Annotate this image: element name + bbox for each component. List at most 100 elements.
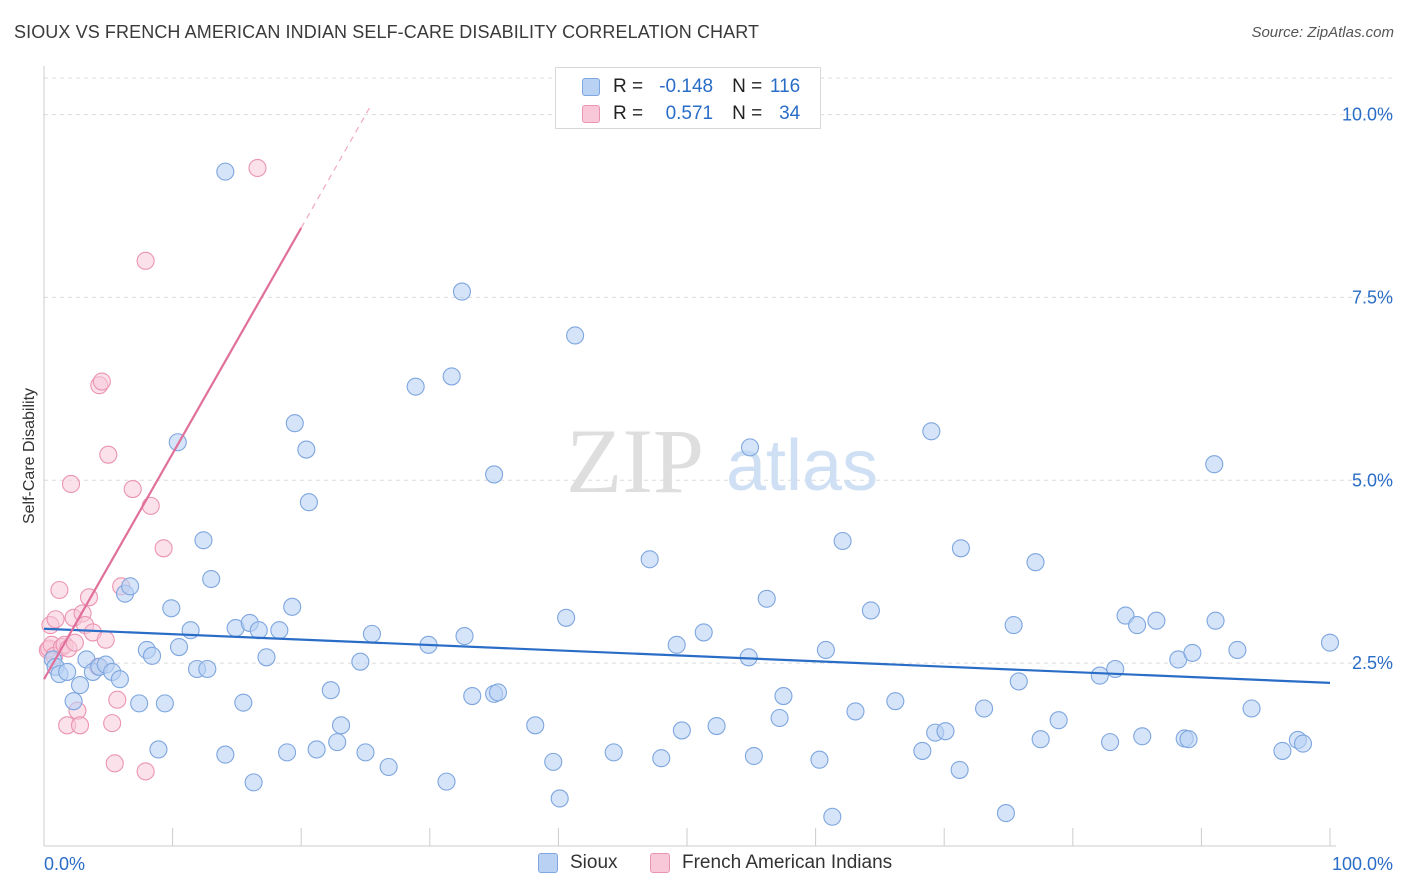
sioux-trend-line (43, 627, 1331, 684)
sioux-point (1293, 734, 1313, 753)
legend-n-value-french: 34 (779, 103, 801, 124)
sioux-point (130, 694, 149, 713)
french-point (248, 158, 267, 178)
french-point (108, 690, 127, 709)
x-tick-label-min: 0.0% (44, 854, 85, 874)
legend-r-label: R = (613, 76, 644, 97)
y-tick-label: 10.0% (1342, 105, 1393, 125)
sioux-point (297, 440, 316, 459)
bottom-legend-sioux: Sioux (538, 852, 618, 874)
sioux-point (1206, 611, 1225, 630)
legend-r-label: R = (613, 103, 644, 124)
french-point (46, 610, 65, 629)
sioux-point (1228, 640, 1247, 660)
bottom-legend-french-label: French American Indians (682, 852, 893, 873)
chart-title: SIOUX VS FRENCH AMERICAN INDIAN SELF-CAR… (14, 22, 760, 42)
sioux-point (244, 773, 263, 792)
sioux-point (194, 531, 213, 550)
french-point (154, 539, 173, 558)
sioux-point (121, 577, 140, 596)
sioux-point (58, 662, 77, 681)
sioux-point (216, 745, 235, 764)
y-tick-label: 7.5% (1352, 287, 1393, 307)
sioux-point (913, 741, 932, 760)
sioux-point (283, 597, 302, 616)
sioux-point (1147, 611, 1166, 630)
sioux-point (922, 422, 941, 441)
gridlines (44, 77, 1394, 664)
sioux-point (1031, 730, 1050, 749)
sioux-point (1133, 727, 1152, 746)
sioux-point (652, 749, 671, 768)
sioux-point (216, 162, 235, 181)
legend-row-french: R = 0.571 N = 34 (582, 103, 800, 125)
french-point (61, 474, 81, 493)
sioux-point (667, 635, 686, 654)
sioux-swatch (538, 853, 558, 873)
y-tick-label: 2.5% (1352, 653, 1393, 673)
sioux-point (442, 367, 461, 386)
sioux-point (356, 743, 375, 762)
sioux-point (951, 539, 970, 558)
sioux-points (43, 162, 1340, 826)
sioux-point (307, 740, 326, 759)
french-point (99, 445, 118, 464)
french-point (136, 251, 155, 270)
sioux-point (1101, 733, 1120, 752)
sioux-point (332, 716, 351, 735)
axes (43, 66, 1336, 847)
sioux-point (299, 493, 318, 512)
french-point (50, 580, 69, 600)
watermark-zip: ZIP (566, 410, 704, 512)
watermark: ZIP atlas (566, 410, 878, 512)
y-tick-label: 5.0% (1352, 470, 1393, 490)
sioux-point (640, 550, 659, 569)
french-trend-extension (300, 103, 373, 229)
y-axis-label: Self-Care Disability (21, 387, 38, 525)
sioux-point (351, 652, 370, 671)
sioux-point (142, 646, 162, 665)
watermark-atlas: atlas (726, 426, 878, 506)
french-point (96, 630, 115, 649)
sioux-point (379, 757, 398, 777)
sioux-point (1049, 711, 1068, 730)
legend-n-label: N = (732, 76, 763, 97)
sioux-point (550, 789, 569, 808)
sioux-point (234, 693, 253, 712)
sioux-point (886, 692, 905, 711)
french-point (65, 633, 84, 652)
sioux-point (169, 638, 189, 657)
sioux-point (328, 733, 347, 752)
sioux-point (757, 589, 776, 608)
sioux-point (285, 414, 304, 433)
sioux-point (406, 377, 425, 396)
sioux-point (861, 601, 880, 620)
sioux-point (774, 687, 793, 706)
sioux-point (816, 640, 835, 660)
sioux-point (437, 772, 456, 791)
bottom-legend-sioux-label: Sioux (570, 852, 618, 873)
sioux-point (463, 687, 482, 706)
sioux-point (557, 608, 576, 627)
sioux-point (249, 621, 268, 640)
sioux-point (996, 804, 1015, 823)
sioux-point (566, 326, 585, 345)
sioux-point (270, 621, 289, 640)
french-swatch (582, 105, 600, 123)
sioux-point (64, 692, 83, 711)
sioux-point (1205, 455, 1224, 474)
trend-lines (43, 103, 1331, 684)
legend-r-value-french: 0.571 (665, 103, 714, 124)
sioux-point (321, 681, 340, 700)
french-point (70, 716, 90, 735)
sioux-point (744, 746, 763, 766)
sioux-point (452, 282, 472, 301)
sioux-point (833, 531, 852, 551)
x-tick-label-max: 100.0% (1332, 854, 1393, 874)
sioux-point (488, 683, 508, 702)
sioux-swatch (582, 78, 600, 96)
french-trend-line (43, 227, 303, 680)
french-swatch (650, 853, 670, 873)
sioux-point (604, 743, 623, 762)
